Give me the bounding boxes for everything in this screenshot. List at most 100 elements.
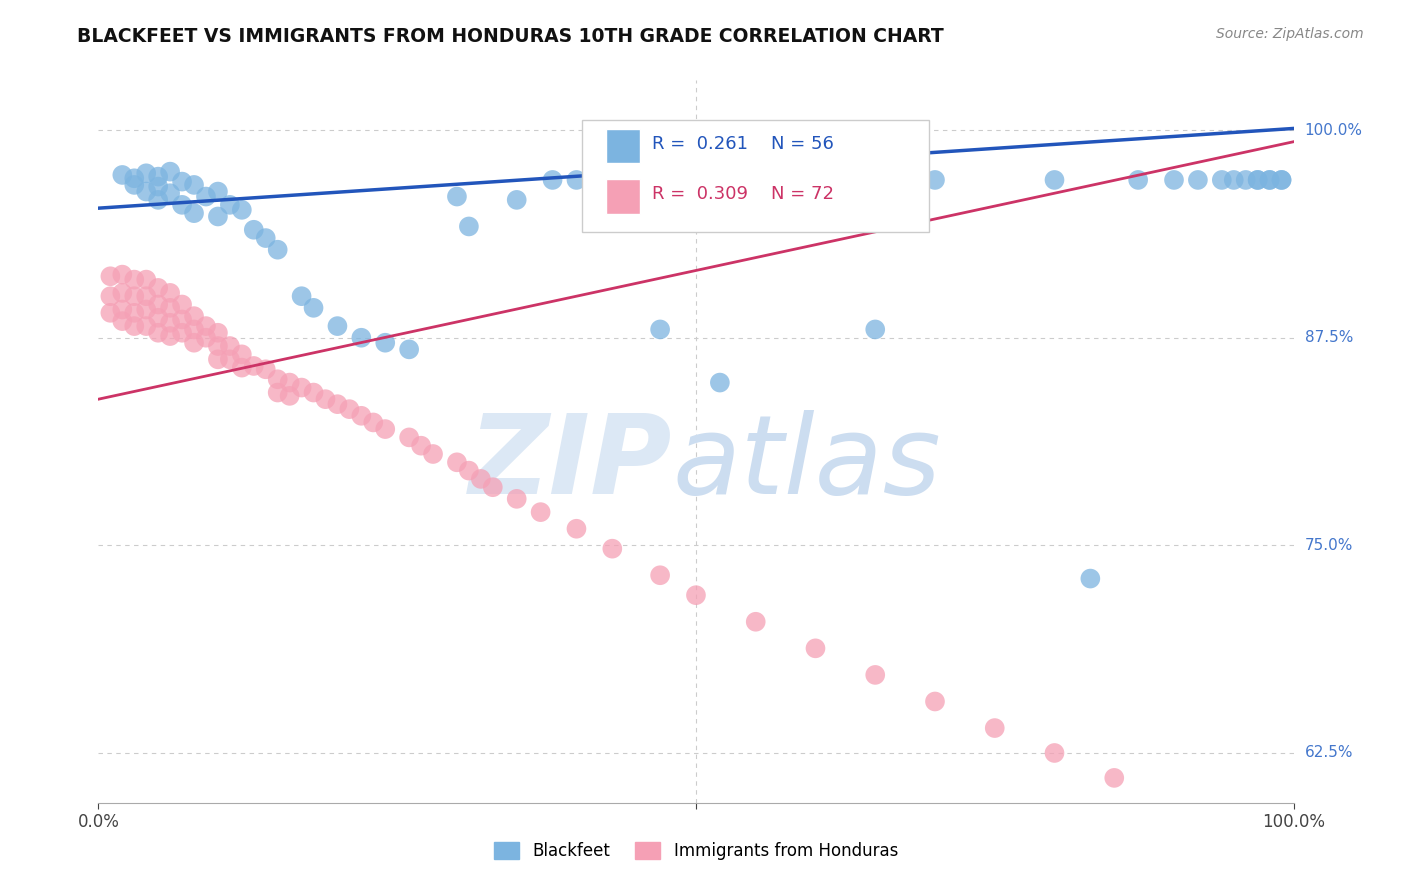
Legend: Blackfeet, Immigrants from Honduras: Blackfeet, Immigrants from Honduras (488, 835, 904, 867)
Point (1080, 572, 1102, 586)
Point (1104, 771, 1126, 785)
Point (159, 329, 181, 343)
Bar (606, 128, 640, 163)
Text: R =  0.309    N = 72: R = 0.309 N = 72 (652, 186, 834, 203)
Point (1234, 173, 1257, 187)
Point (148, 169, 170, 184)
Text: 100.0%: 100.0% (1305, 122, 1362, 137)
Point (1271, 173, 1294, 187)
Point (159, 164, 181, 178)
Point (231, 347, 253, 361)
Point (458, 219, 481, 234)
Point (135, 166, 157, 180)
Point (172, 326, 194, 340)
Point (541, 173, 564, 187)
Point (685, 173, 707, 187)
Point (183, 335, 205, 350)
Point (135, 319, 157, 334)
Point (685, 588, 707, 602)
Point (135, 302, 157, 317)
Point (422, 447, 444, 461)
Text: BLACKFEET VS IMMIGRANTS FROM HONDURAS 10TH GRADE CORRELATION CHART: BLACKFEET VS IMMIGRANTS FROM HONDURAS 10… (77, 27, 943, 45)
Point (506, 491, 529, 506)
Point (172, 175, 194, 189)
Text: ZIP: ZIP (468, 409, 672, 516)
Point (1247, 173, 1270, 187)
Point (350, 409, 373, 423)
Point (124, 171, 146, 186)
Point (865, 322, 887, 336)
Point (135, 272, 157, 286)
Point (470, 472, 492, 486)
Point (195, 331, 218, 345)
Point (267, 372, 290, 386)
Point (648, 322, 672, 336)
Point (446, 455, 468, 469)
Point (243, 223, 266, 237)
Point (195, 189, 218, 203)
FancyBboxPatch shape (582, 120, 929, 232)
Point (183, 322, 205, 336)
Point (207, 210, 229, 224)
Point (291, 380, 314, 394)
Point (768, 173, 790, 187)
Point (135, 185, 157, 199)
Point (124, 289, 146, 303)
Point (315, 392, 337, 407)
Point (207, 326, 229, 340)
Point (124, 272, 146, 286)
Point (207, 185, 229, 199)
Point (172, 198, 194, 212)
Point (745, 615, 768, 629)
Point (159, 186, 181, 201)
Point (828, 173, 851, 187)
Point (267, 243, 290, 257)
Point (398, 343, 420, 357)
Point (924, 694, 946, 708)
Point (1258, 173, 1281, 187)
Point (172, 312, 194, 326)
Point (243, 359, 266, 373)
Point (219, 198, 242, 212)
Point (148, 179, 170, 194)
Point (1043, 173, 1066, 187)
Point (506, 193, 529, 207)
Point (183, 178, 205, 192)
Point (124, 319, 146, 334)
Point (183, 206, 205, 220)
Point (1187, 173, 1209, 187)
Point (291, 289, 314, 303)
Point (326, 319, 349, 334)
Point (124, 178, 146, 192)
Point (481, 480, 505, 494)
Bar (606, 179, 640, 214)
Point (278, 389, 301, 403)
Point (111, 302, 134, 317)
Point (530, 505, 553, 519)
Point (745, 173, 768, 187)
Point (1247, 173, 1270, 187)
Point (984, 721, 1007, 735)
Text: 62.5%: 62.5% (1305, 746, 1353, 761)
Point (1223, 173, 1246, 187)
Point (1211, 173, 1233, 187)
Point (124, 306, 146, 320)
Point (254, 231, 277, 245)
Point (148, 193, 170, 207)
Point (254, 362, 277, 376)
Point (1043, 746, 1066, 760)
Point (278, 376, 301, 390)
Point (804, 641, 827, 656)
Point (709, 376, 731, 390)
Point (350, 331, 373, 345)
Point (589, 185, 612, 199)
Point (172, 297, 194, 311)
Point (458, 464, 481, 478)
Point (302, 385, 325, 400)
Point (398, 430, 420, 444)
Point (159, 285, 181, 300)
Point (302, 301, 325, 315)
Point (339, 402, 361, 417)
Point (111, 314, 134, 328)
Point (148, 297, 170, 311)
